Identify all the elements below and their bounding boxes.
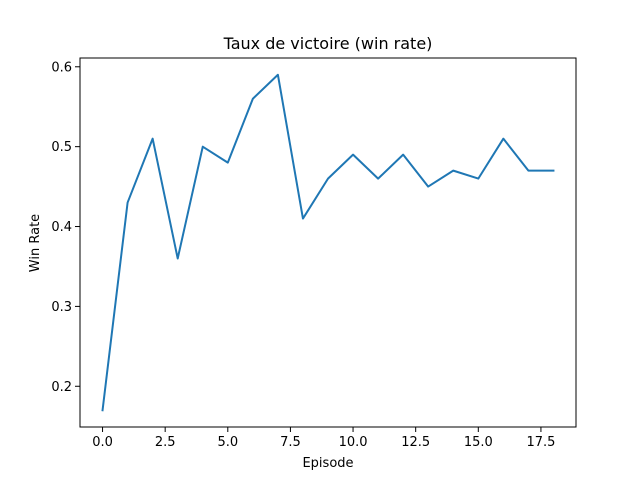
x-tick-label: 7.5	[280, 435, 301, 450]
x-axis-title: Episode	[302, 456, 353, 471]
y-tick-label: 0.3	[51, 300, 72, 315]
x-tick-label: 17.5	[526, 435, 555, 450]
chart-title: Taux de victoire (win rate)	[223, 34, 433, 53]
y-tick-label: 0.4	[51, 220, 72, 235]
x-tick-label: 15.0	[464, 435, 493, 450]
y-tick-label: 0.6	[51, 60, 72, 75]
x-tick-label: 0.0	[92, 435, 113, 450]
x-tick-label: 5.0	[217, 435, 238, 450]
y-axis-title: Win Rate	[28, 214, 43, 272]
series-line-0	[101, 73, 555, 412]
x-tick-label: 12.5	[401, 435, 430, 450]
x-tick-label: 10.0	[339, 435, 368, 450]
y-tick-label: 0.5	[51, 140, 72, 155]
axes-frame	[79, 57, 577, 428]
x-tick-label: 2.5	[155, 435, 176, 450]
plot-area: 0.0 2.5 5.0 7.5 10.0 12.5 15.0 17.5 0.2 0.3 0.4 0.5…	[51, 57, 577, 450]
y-tick-label: 0.2	[51, 380, 72, 395]
